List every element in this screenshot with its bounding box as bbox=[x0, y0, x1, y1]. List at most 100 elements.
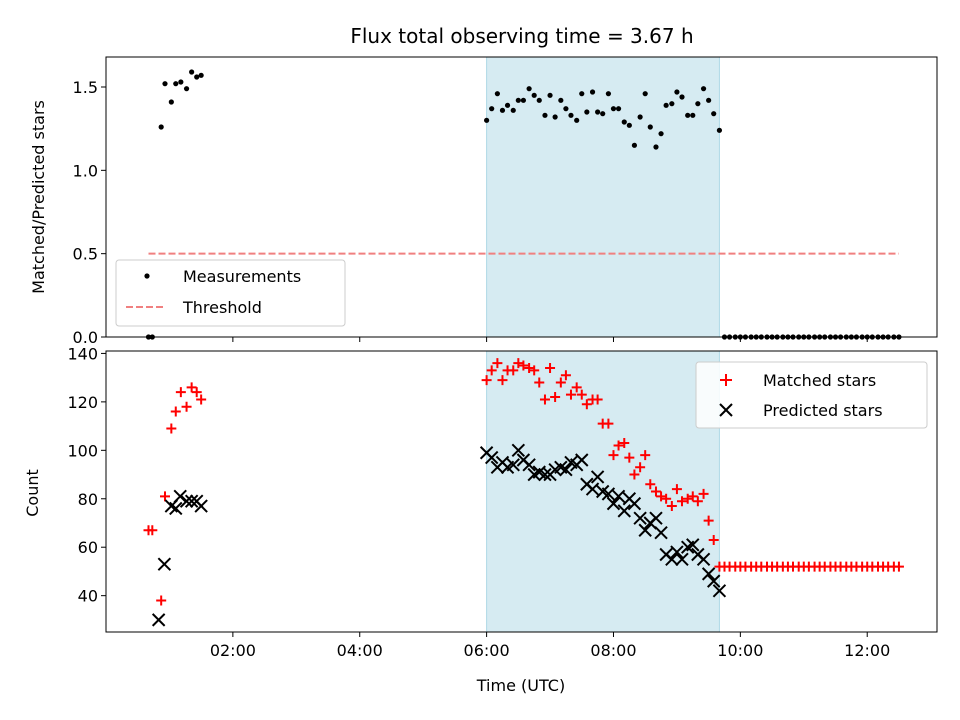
bottom-predicted-stars-point bbox=[712, 584, 727, 598]
top-axes-frame bbox=[105, 56, 938, 338]
bottom-predicted-stars-point bbox=[696, 552, 711, 567]
bottom-matched-stars-point bbox=[170, 406, 181, 417]
bottom-matched-stars-point bbox=[635, 462, 646, 473]
top-measurements-point bbox=[526, 86, 532, 92]
bottom-matched-stars-point bbox=[682, 493, 693, 504]
bottom-matched-stars-point bbox=[692, 496, 703, 507]
x-tick-label: 08:00 bbox=[590, 641, 636, 660]
bottom-matched-stars-point bbox=[181, 401, 192, 412]
bottom-predicted-stars-point bbox=[559, 462, 573, 477]
x-tick-label: 06:00 bbox=[464, 641, 510, 660]
bottom-matched-stars-point bbox=[576, 389, 587, 400]
bottom-matched-stars-point bbox=[191, 387, 202, 398]
bottom-matched-stars-point bbox=[603, 418, 614, 429]
bottom-matched-stars-point bbox=[550, 392, 561, 403]
bottom-matched-stars-point bbox=[147, 525, 158, 536]
top-y-axis-label: Matched/Predicted stars bbox=[29, 100, 48, 294]
bottom-predicted-stars-point bbox=[511, 443, 526, 458]
top-measurements-point bbox=[552, 114, 558, 120]
bottom-predicted-stars-point bbox=[169, 501, 183, 516]
top-measurements-point bbox=[194, 74, 200, 80]
top-measurements-point bbox=[178, 79, 184, 85]
bottom-predicted-stars-point bbox=[675, 552, 689, 567]
bottom-matched-stars-point bbox=[166, 423, 177, 434]
top-measurements-point bbox=[183, 86, 190, 92]
bottom-predicted-stars-point bbox=[157, 557, 172, 571]
bottom-predicted-stars-point bbox=[179, 494, 194, 508]
top-measurements-point bbox=[658, 131, 664, 137]
bottom-predicted-stars-point bbox=[633, 511, 647, 525]
bottom-y-tick-label: 60 bbox=[78, 538, 98, 557]
bottom-matched-stars-point bbox=[555, 377, 566, 388]
bottom-matched-stars-point bbox=[513, 358, 524, 369]
bottom-matched-stars-point bbox=[545, 362, 556, 373]
top-measurements-point bbox=[711, 111, 717, 117]
top-measurements-point bbox=[584, 109, 590, 115]
bottom-predicted-stars-point bbox=[617, 504, 631, 518]
bottom-matched-stars-point bbox=[581, 399, 592, 410]
top-measurements-point bbox=[716, 127, 723, 133]
top-measurements-point bbox=[637, 114, 643, 120]
top-measurements-point bbox=[198, 72, 204, 78]
top-y-tick-label: 1.5 bbox=[73, 78, 98, 97]
bottom-matched-stars-point bbox=[565, 389, 576, 400]
top-measurements-point bbox=[158, 124, 164, 130]
bottom-predicted-stars-point bbox=[151, 613, 166, 627]
bottom-matched-stars-point bbox=[592, 394, 603, 405]
bottom-predicted-stars-point bbox=[590, 470, 605, 484]
bottom-matched-stars-point bbox=[645, 479, 656, 490]
chart-title: Flux total observing time = 3.67 h bbox=[350, 24, 693, 48]
top-measurements-point bbox=[520, 97, 527, 103]
x-tick-label: 10:00 bbox=[717, 641, 763, 660]
bottom-matched-stars-point bbox=[671, 484, 682, 495]
top-measurements-point bbox=[547, 92, 553, 98]
bottom-predicted-stars-point bbox=[173, 489, 187, 504]
bottom-matched-stars-point bbox=[529, 365, 540, 376]
top-measurements-point bbox=[494, 91, 500, 97]
top-measurements-point bbox=[621, 119, 627, 125]
bottom-matched-stars-point bbox=[629, 469, 640, 480]
bottom-matched-stars-point bbox=[539, 394, 550, 405]
bottom-predicted-stars-point bbox=[585, 482, 600, 496]
bottom-legend: Matched stars Predicted stars bbox=[695, 361, 928, 429]
top-measurements-point bbox=[685, 112, 691, 118]
x-tick-label: 04:00 bbox=[337, 641, 383, 660]
top-measurements-point bbox=[515, 97, 521, 103]
bottom-predicted-stars-point bbox=[611, 489, 626, 504]
bottom-matched-stars-point bbox=[613, 440, 624, 451]
top-measurements-point bbox=[173, 81, 179, 87]
top-measurements-point bbox=[531, 92, 537, 98]
x-tick-label: 02:00 bbox=[210, 641, 256, 660]
top-measurements-point bbox=[647, 124, 653, 130]
bottom-matched-stars-point bbox=[687, 491, 698, 502]
top-measurements-point bbox=[579, 91, 585, 97]
top-measurements-point bbox=[626, 122, 632, 128]
bottom-y-tick-label: 100 bbox=[67, 441, 98, 460]
bottom-matched-stars-point bbox=[159, 491, 170, 502]
bottom-predicted-stars-point bbox=[654, 525, 668, 540]
bottom-matched-stars-point bbox=[608, 450, 619, 461]
bottom-matched-stars-point bbox=[698, 488, 709, 499]
legend-matched-marker bbox=[720, 374, 732, 386]
legend-measurements-label: Measurements bbox=[183, 267, 301, 286]
bottom-matched-stars-point bbox=[196, 394, 207, 405]
legend-measurements-marker bbox=[144, 273, 150, 279]
top-measurements-point bbox=[162, 81, 168, 87]
top-measurements-point bbox=[663, 102, 669, 108]
bottom-matched-stars-point bbox=[508, 365, 519, 376]
top-measurements-point bbox=[504, 102, 511, 108]
bottom-y-tick-label: 120 bbox=[67, 393, 98, 412]
top-y-tick-label: 1.0 bbox=[73, 161, 98, 180]
top-measurements-point bbox=[536, 97, 542, 103]
bottom-predicted-stars-point bbox=[506, 458, 520, 472]
top-measurements-point bbox=[690, 112, 696, 118]
top-measurements-point bbox=[600, 111, 606, 117]
bottom-predicted-stars-point bbox=[670, 545, 684, 559]
bottom-matched-stars-point bbox=[186, 382, 197, 393]
top-measurements-point bbox=[484, 117, 490, 123]
bottom-matched-stars-point bbox=[661, 493, 672, 504]
bottom-matched-stars-point bbox=[497, 375, 508, 386]
top-shaded-region bbox=[486, 56, 720, 338]
bottom-matched-stars-point bbox=[666, 501, 677, 512]
bottom-predicted-stars-point bbox=[194, 499, 208, 513]
